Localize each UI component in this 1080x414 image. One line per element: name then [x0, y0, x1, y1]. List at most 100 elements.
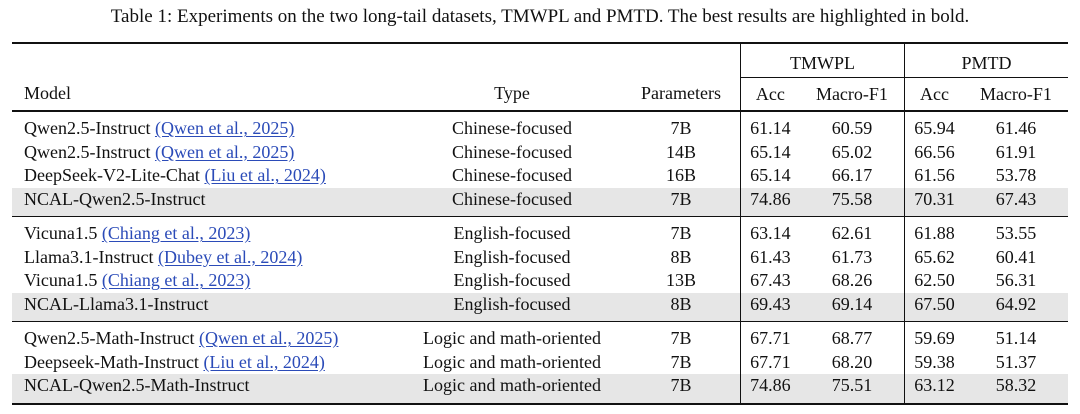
citation-link[interactable]: (Chiang et al., 2023) — [101, 270, 251, 291]
pmtd-acc-cell: 61.88 — [904, 216, 964, 246]
params-cell: 7B — [670, 351, 692, 372]
pmtd-f1-cell: 53.78 — [995, 165, 1037, 186]
model-cell: Vicuna1.5 (Chiang et al., 2023) — [12, 217, 402, 246]
pmtd-acc-cell: 65.62 — [904, 245, 964, 269]
tmwpl-acc-cell: 67.71 — [739, 350, 800, 374]
tmwpl-acc-cell-best: 69.43 — [739, 292, 800, 322]
citation-link[interactable]: (Qwen et al., 2025) — [154, 118, 295, 139]
group-header-row: TMWPL PMTD — [12, 43, 1068, 78]
tmwpl-f1-cell: 66.17 — [831, 165, 873, 186]
table-row: Vicuna1.5 (Chiang et al., 2023) English-… — [12, 269, 1068, 293]
params-cell: 14B — [665, 141, 696, 162]
pmtd-acc-cell-best: 70.31 — [904, 187, 964, 217]
pmtd-acc-cell: 62.50 — [904, 269, 964, 293]
type-cell: Logic and math-oriented — [423, 351, 601, 372]
pmtd-acc-cell-best: 67.50 — [904, 292, 964, 322]
tmwpl-acc-cell: 63.14 — [739, 216, 800, 246]
type-cell: Chinese-focused — [452, 165, 572, 186]
type-cell: English-focused — [453, 270, 571, 291]
group-header-pmtd: PMTD — [904, 43, 1068, 78]
model-name: Qwen2.5-Instruct — [24, 118, 151, 139]
column-header-row: Model Type Parameters Acc Macro-F1 Acc M… — [12, 77, 1068, 111]
pmtd-f1-cell-best: 67.43 — [963, 187, 1068, 217]
column-header-tmwpl-acc: Acc — [739, 77, 800, 111]
model-cell: Llama3.1-Instruct (Dubey et al., 2024) — [12, 246, 402, 270]
tmwpl-acc-cell: 61.43 — [739, 245, 800, 269]
pmtd-acc-cell: 65.94 — [904, 111, 964, 141]
tmwpl-acc-cell: 61.14 — [739, 111, 800, 141]
model-name: Vicuna1.5 — [24, 270, 98, 291]
group-header-spacer — [402, 43, 622, 78]
pmtd-acc-cell: 61.56 — [904, 164, 964, 188]
pmtd-f1-cell: 60.41 — [995, 246, 1037, 267]
column-header-pmtd-macro-f1: Macro-F1 — [979, 83, 1052, 104]
params-cell: 7B — [670, 328, 692, 349]
pmtd-f1-cell: 51.37 — [995, 351, 1037, 372]
citation-link[interactable]: (Dubey et al., 2024) — [157, 246, 303, 267]
table-row-highlighted: NCAL-Qwen2.5-Math-Instruct Logic and mat… — [12, 374, 1068, 404]
params-cell: 7B — [670, 223, 692, 244]
type-cell: Chinese-focused — [402, 187, 622, 217]
tmwpl-acc-cell: 67.43 — [739, 269, 800, 293]
type-cell: Logic and math-oriented — [423, 328, 601, 349]
type-cell: Chinese-focused — [452, 118, 572, 139]
pmtd-acc-cell: 66.56 — [904, 140, 964, 164]
table-row-highlighted: NCAL-Qwen2.5-Instruct Chinese-focused 7B… — [12, 187, 1068, 217]
pmtd-f1-cell: 53.55 — [995, 223, 1037, 244]
model-cell: NCAL-Llama3.1-Instruct — [12, 292, 402, 322]
table-row: Llama3.1-Instruct (Dubey et al., 2024) E… — [12, 245, 1068, 270]
group-header-spacer — [622, 43, 741, 78]
pmtd-f1-cell-best: 64.92 — [963, 292, 1068, 322]
citation-link[interactable]: (Chiang et al., 2023) — [101, 223, 251, 244]
citation-link[interactable]: (Qwen et al., 2025) — [154, 141, 295, 162]
pmtd-acc-cell: 59.38 — [904, 350, 964, 374]
pmtd-f1-cell: 61.91 — [995, 141, 1037, 162]
params-cell: 13B — [665, 270, 696, 291]
model-name: Llama3.1-Instruct — [24, 246, 154, 267]
model-name: NCAL-Llama3.1-Instruct — [24, 293, 209, 314]
citation-link[interactable]: (Liu et al., 2024) — [203, 351, 325, 372]
table-row: Qwen2.5-Instruct (Qwen et al., 2025) Chi… — [12, 111, 1068, 141]
model-cell: Qwen2.5-Instruct (Qwen et al., 2025) — [12, 111, 402, 141]
type-cell: English-focused — [453, 223, 571, 244]
model-name: Vicuna1.5 — [24, 223, 98, 244]
pmtd-f1-cell: 61.46 — [995, 118, 1037, 139]
tmwpl-f1-cell: 62.61 — [831, 223, 873, 244]
pmtd-f1-cell-best: 58.32 — [963, 374, 1068, 404]
tmwpl-acc-cell-best: 74.86 — [739, 187, 800, 217]
citation-link[interactable]: (Qwen et al., 2025) — [198, 328, 339, 349]
column-header-type: Type — [494, 83, 530, 104]
type-cell: Chinese-focused — [452, 141, 572, 162]
tmwpl-f1-cell: 68.77 — [831, 328, 873, 349]
params-cell: 7B — [670, 118, 692, 139]
params-cell: 7B — [622, 374, 741, 404]
tmwpl-acc-cell: 65.14 — [739, 164, 800, 188]
model-cell: Deepseek-Math-Instruct (Liu et al., 2024… — [12, 351, 402, 375]
group-header-spacer — [12, 43, 402, 78]
table-row: Deepseek-Math-Instruct (Liu et al., 2024… — [12, 350, 1068, 375]
model-cell: DeepSeek-V2-Lite-Chat (Liu et al., 2024) — [12, 164, 402, 188]
tmwpl-f1-cell-best: 69.14 — [799, 292, 905, 322]
tmwpl-f1-cell: 68.26 — [831, 270, 873, 291]
table-row: Qwen2.5-Math-Instruct (Qwen et al., 2025… — [12, 321, 1068, 351]
model-name: NCAL-Qwen2.5-Instruct — [24, 188, 206, 209]
table-row: Qwen2.5-Instruct (Qwen et al., 2025) Chi… — [12, 140, 1068, 165]
results-table: TMWPL PMTD Model Type Parameters Acc Mac… — [12, 42, 1068, 405]
type-cell: English-focused — [402, 292, 622, 322]
params-cell: 8B — [670, 246, 692, 267]
group-header-tmwpl: TMWPL — [739, 43, 905, 78]
pmtd-f1-cell: 51.14 — [995, 328, 1037, 349]
model-cell: Qwen2.5-Instruct (Qwen et al., 2025) — [12, 141, 402, 165]
citation-link[interactable]: (Liu et al., 2024) — [204, 165, 326, 186]
table-caption: Table 1: Experiments on the two long-tai… — [110, 6, 970, 27]
model-cell: Vicuna1.5 (Chiang et al., 2023) — [12, 269, 402, 293]
table-row-highlighted: NCAL-Llama3.1-Instruct English-focused 8… — [12, 292, 1068, 322]
tmwpl-f1-cell-best: 75.51 — [799, 374, 905, 404]
model-cell: NCAL-Qwen2.5-Math-Instruct — [12, 374, 402, 404]
pmtd-f1-cell: 56.31 — [995, 270, 1037, 291]
table-row: Vicuna1.5 (Chiang et al., 2023) English-… — [12, 216, 1068, 246]
tmwpl-acc-cell: 65.14 — [739, 140, 800, 164]
column-header-tmwpl-macro-f1: Macro-F1 — [815, 83, 888, 104]
model-name: Qwen2.5-Math-Instruct — [24, 328, 195, 349]
model-cell: NCAL-Qwen2.5-Instruct — [12, 187, 402, 217]
